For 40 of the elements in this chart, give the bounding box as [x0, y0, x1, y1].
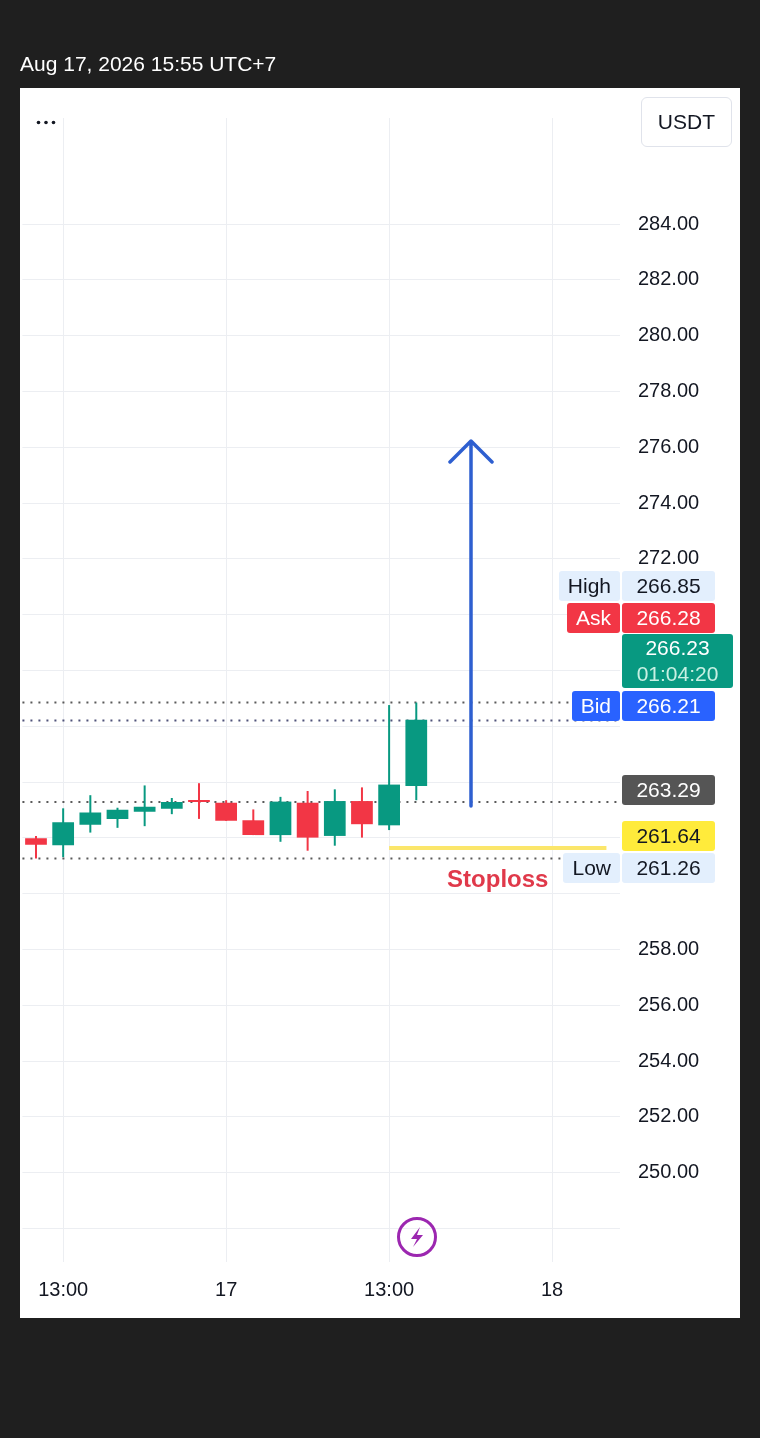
y-tick-label: 258.00 — [638, 937, 700, 960]
x-tick-label: 17 — [215, 1277, 238, 1300]
y-tick-label: 276.00 — [638, 434, 700, 457]
x-tick-label: 13:00 — [364, 1277, 415, 1300]
annotation: Low — [563, 853, 620, 883]
text: 266.23 — [622, 634, 733, 662]
y-tick-label: 252.00 — [638, 1104, 700, 1127]
text: 266.28 — [622, 603, 715, 633]
y-tick-label: 280.00 — [638, 323, 700, 346]
candlestick — [133, 784, 156, 828]
y-tick-label: 254.00 — [638, 1048, 700, 1071]
annotation: High — [558, 571, 620, 601]
y-tick-label: 278.00 — [638, 378, 700, 401]
text: 266.21 — [622, 691, 715, 721]
candlestick — [79, 794, 102, 834]
text: 261.26 — [622, 853, 715, 883]
text: 01:04:20 — [622, 660, 733, 688]
chart-title: Aug 17, 2026 15:55 UTC+7 — [20, 52, 277, 76]
candlestick — [106, 806, 129, 829]
text: 263.29 — [622, 775, 715, 805]
candlestick — [215, 799, 238, 822]
annotation: Bid — [571, 691, 620, 721]
y-tick-label: 282.00 — [638, 267, 700, 290]
y-tick-label: 284.00 — [638, 211, 700, 234]
y-axis-title: USDT — [640, 97, 732, 147]
candlestick — [351, 786, 373, 839]
y-tick-label: 274.00 — [638, 490, 700, 513]
y-tick-label: 272.00 — [638, 546, 700, 569]
y-tick-label: 250.00 — [638, 1160, 700, 1183]
series-label: Stoploss — [447, 864, 549, 892]
candlestick — [25, 834, 47, 860]
candlestick — [188, 782, 210, 820]
x-tick-label: 18 — [540, 1277, 564, 1300]
y-tick-label: 256.00 — [638, 992, 700, 1015]
text: 266.85 — [622, 571, 715, 601]
candlestick — [52, 807, 75, 859]
x-tick-label: 13:00 — [38, 1277, 89, 1300]
candlestick — [242, 808, 265, 837]
text: 261.64 — [622, 821, 715, 851]
annotation: Ask — [566, 603, 620, 633]
